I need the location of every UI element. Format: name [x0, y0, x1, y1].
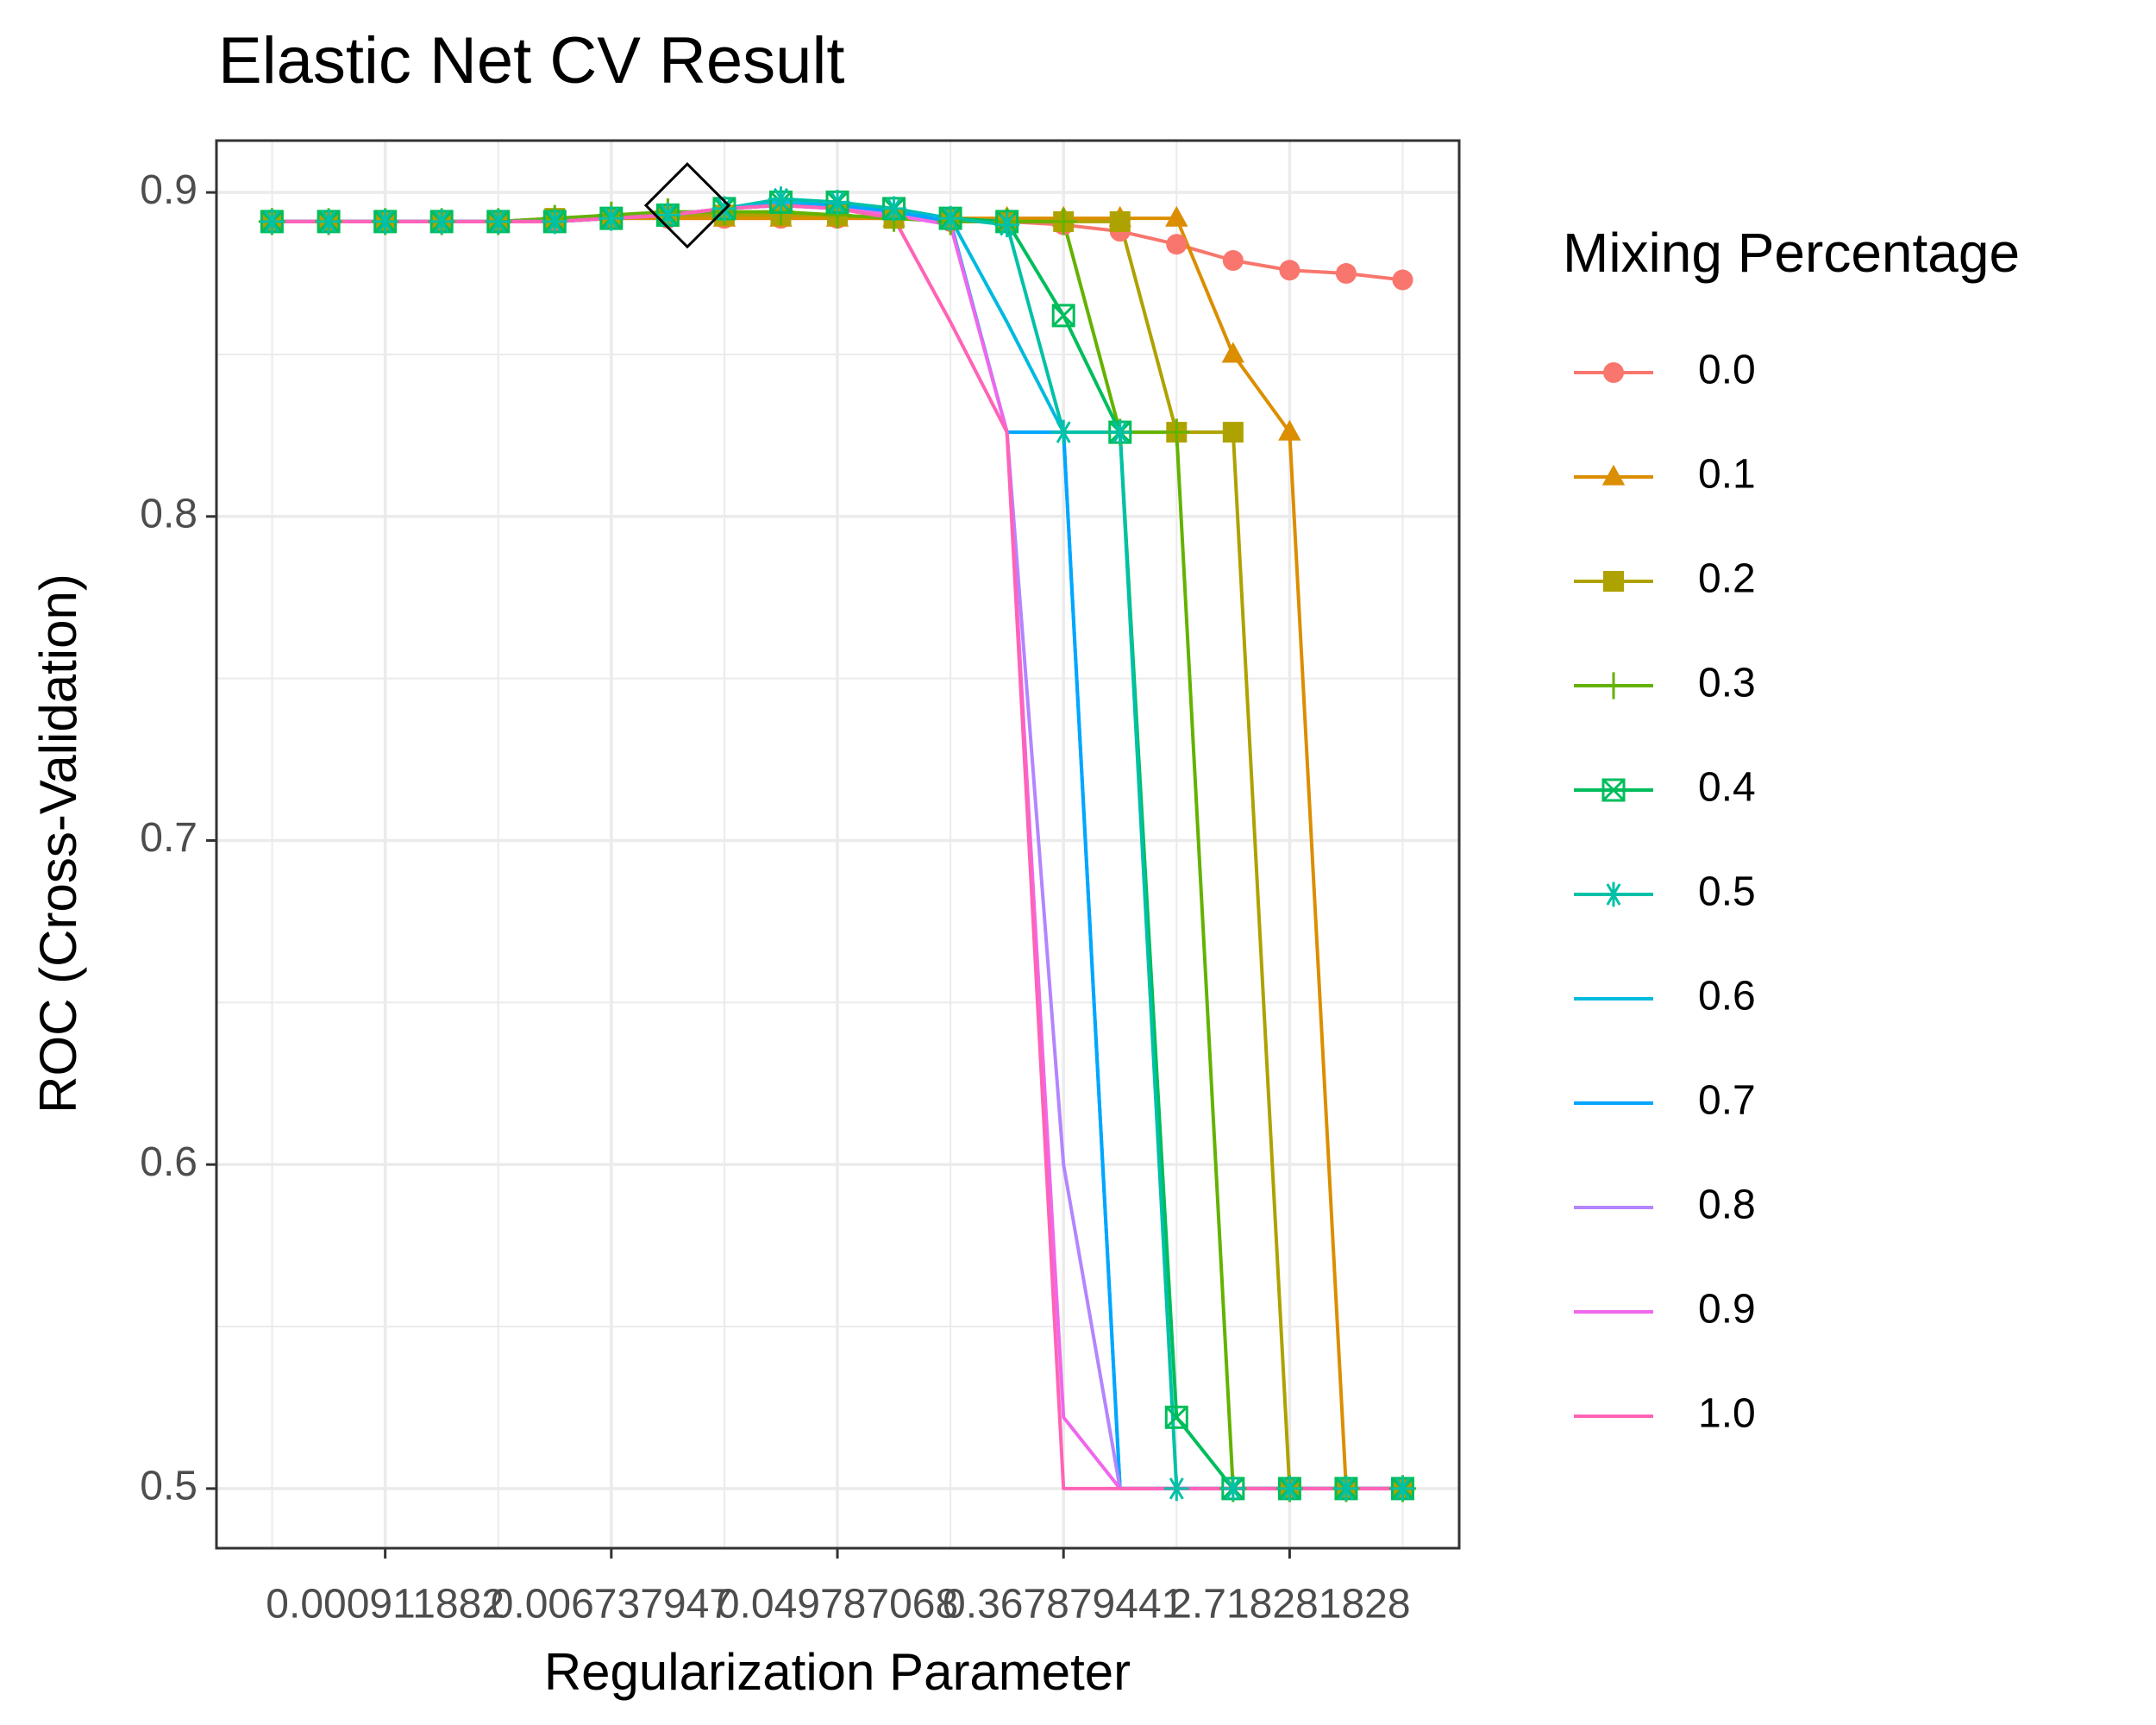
marker — [1107, 419, 1133, 445]
y-tick-label: 0.7 — [140, 815, 197, 861]
marker — [768, 186, 793, 212]
plot-border — [215, 139, 1461, 1550]
x-tick-label: 0.000911882 — [266, 1582, 505, 1628]
marker — [1220, 1476, 1246, 1502]
legend-item: 0.2 — [1574, 556, 1756, 602]
legend-item: 1.0 — [1574, 1391, 1756, 1437]
legend-label: 0.5 — [1698, 869, 1756, 915]
marker — [1221, 342, 1245, 363]
x-tick-label: 0.006737947 — [491, 1582, 732, 1628]
marker — [1051, 304, 1075, 328]
marker — [1276, 1476, 1302, 1502]
legend-label: 0.4 — [1698, 765, 1756, 811]
legend-label: 0.7 — [1698, 1078, 1756, 1124]
marker — [1163, 1476, 1189, 1502]
marker — [1333, 1476, 1359, 1502]
marker — [259, 209, 285, 235]
marker — [599, 205, 624, 231]
y-tick-label: 0.9 — [140, 167, 197, 213]
marker — [1601, 778, 1626, 802]
legend-item: 0.9 — [1574, 1287, 1756, 1333]
marker — [1050, 419, 1076, 445]
legend-label: 1.0 — [1698, 1391, 1756, 1437]
marker — [1601, 881, 1626, 907]
marker — [1603, 362, 1624, 383]
y-axis-title: ROC (Cross-Validation) — [29, 574, 87, 1113]
marker — [1335, 263, 1357, 285]
legend-item: 0.6 — [1574, 974, 1756, 1019]
marker — [1050, 208, 1077, 235]
legend-item: 0.1 — [1574, 452, 1756, 498]
legend-label: 0.0 — [1698, 348, 1756, 393]
legend-label: 0.8 — [1698, 1182, 1756, 1228]
legend-title: Mixing Percentage — [1563, 222, 2020, 284]
marker — [1279, 260, 1300, 281]
marker — [316, 209, 342, 235]
x-tick-label: 0.049787068 — [717, 1582, 958, 1628]
marker — [994, 212, 1020, 238]
marker — [1164, 1405, 1188, 1429]
y-tick-label: 0.6 — [140, 1139, 197, 1185]
x-tick-label: 2.718281828 — [1169, 1582, 1410, 1628]
marker — [1278, 419, 1301, 441]
legend-item: 0.4 — [1574, 765, 1756, 811]
marker — [655, 203, 680, 228]
legend-label: 0.3 — [1698, 661, 1756, 706]
marker — [937, 205, 963, 231]
marker — [1600, 672, 1627, 699]
marker — [1222, 422, 1244, 443]
marker — [542, 209, 567, 235]
chart-title: Elastic Net CV Result — [218, 24, 844, 97]
marker — [429, 209, 454, 235]
legend-label: 0.2 — [1698, 556, 1756, 602]
marker — [1166, 234, 1188, 255]
marker — [1601, 464, 1626, 486]
legend-label: 0.1 — [1698, 452, 1756, 498]
marker — [486, 209, 511, 235]
marker — [1165, 205, 1188, 227]
legend-item: 0.7 — [1574, 1078, 1756, 1124]
marker — [1222, 250, 1244, 272]
y-tick-label: 0.5 — [140, 1464, 197, 1509]
marker — [1163, 418, 1190, 446]
marker — [824, 189, 850, 215]
legend-item: 0.3 — [1574, 661, 1756, 706]
marker — [1109, 210, 1131, 232]
best-marker — [643, 162, 731, 249]
marker — [1392, 269, 1413, 291]
x-axis-title: Regularization Parameter — [544, 1643, 1131, 1701]
x-tick-label: 0.367879441 — [943, 1582, 1184, 1628]
y-tick-label: 0.8 — [140, 491, 197, 536]
marker — [373, 209, 398, 235]
legend-item: 0.8 — [1574, 1182, 1756, 1228]
legend-label: 0.6 — [1698, 974, 1756, 1019]
marker — [1390, 1476, 1415, 1502]
marker — [881, 196, 906, 222]
legend-label: 0.9 — [1698, 1287, 1756, 1333]
marker — [1603, 571, 1624, 592]
legend-item: 0.5 — [1574, 869, 1756, 915]
legend-item: 0.0 — [1574, 348, 1756, 393]
